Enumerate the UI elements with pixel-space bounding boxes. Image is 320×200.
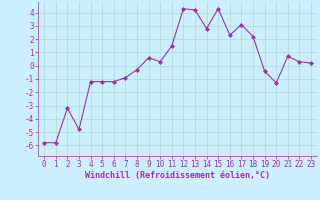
X-axis label: Windchill (Refroidissement éolien,°C): Windchill (Refroidissement éolien,°C) xyxy=(85,171,270,180)
